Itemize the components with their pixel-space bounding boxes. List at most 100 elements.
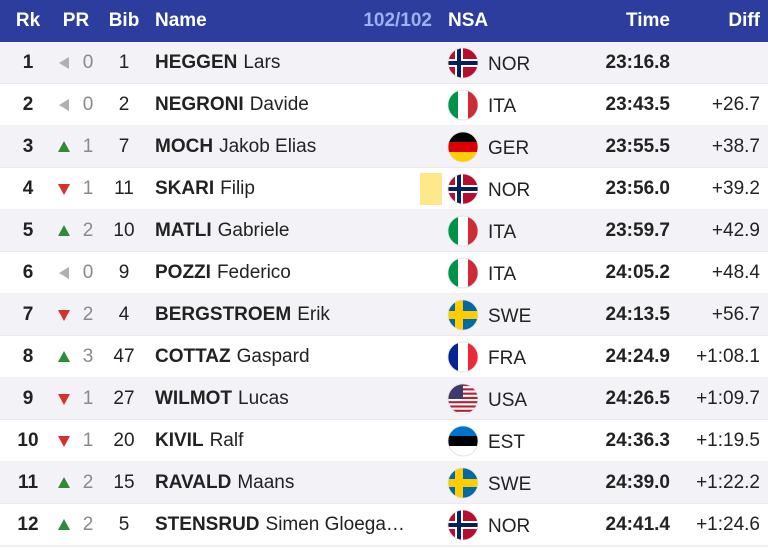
flag-ring [447,509,479,541]
flag [448,90,478,120]
flag-band [448,142,478,153]
header-nsa: NSA [448,10,488,31]
flag-stripe [448,409,478,413]
row-bg [0,420,768,462]
last-name: MATLI [155,220,212,241]
pr-change: 2 [83,472,94,493]
pr-change: 2 [83,220,94,241]
last-name: BERGSTROEM [155,304,291,325]
flag-ring [447,257,479,289]
flag-ring [447,131,479,163]
header-time: Time [626,10,670,31]
flag [448,426,478,456]
time: 23:55.5 [606,136,671,157]
flag-band [448,152,478,162]
first-name: Davide [250,94,309,115]
last-name: KIVIL [155,430,204,451]
flag-band [458,90,469,120]
flag-ring [447,173,479,205]
rank: 2 [23,94,34,115]
row-bg [0,210,768,252]
bib: 47 [113,346,134,367]
time: 24:24.9 [606,346,670,367]
athlete-name: WILMOT Lucas [155,388,289,409]
pr-change: 2 [83,304,94,325]
time: 24:13.5 [606,304,671,325]
header-name: Name [155,10,207,31]
last-name: NEGRONI [155,94,244,115]
last-name: HEGGEN [155,52,237,73]
row-bg [0,126,768,168]
flag-band [448,90,459,120]
pr-arrow [58,436,70,447]
time: 24:36.3 [606,430,670,451]
flag-band [448,446,478,456]
pr-change: 1 [83,136,94,157]
flag-stripe [448,401,478,404]
pr-change: 1 [83,430,94,451]
nsa: NOR [488,180,530,201]
bib: 9 [119,262,130,283]
bib: 20 [113,430,134,451]
pr-change: 0 [83,262,94,283]
first-name: Gaspard [237,346,310,367]
athlete-name: NEGRONI Davide [155,94,309,115]
rank: 1 [23,52,34,73]
time: 24:26.5 [606,388,671,409]
diff: +38.7 [712,136,760,157]
row-bg [0,252,768,294]
header-rank: Rk [16,10,41,31]
flag-ring [447,425,479,457]
athlete-name: HEGGEN Lars [155,52,280,73]
rank: 9 [23,388,34,409]
time: 23:16.8 [606,52,670,73]
first-name: Lars [243,52,280,73]
diff: +26.7 [712,94,760,115]
athlete-name: RAVALD Maans [155,472,294,493]
row-bg [0,294,768,336]
flag [448,342,478,372]
pr-arrow [58,310,70,321]
flag-cross [448,481,478,485]
last-name: STENSRUD [155,514,260,535]
flag [448,510,478,540]
rank: 4 [23,178,34,199]
flag-band [448,216,459,246]
diff: +1:22.2 [696,472,760,493]
flag-band [448,132,478,143]
time: 23:59.7 [606,220,670,241]
pr-arrow [59,267,69,279]
row-bg [0,378,768,420]
flag [448,132,478,162]
flag-ring [447,341,479,373]
flag-ring [447,467,479,499]
nsa: ITA [488,96,516,117]
bib: 15 [113,472,134,493]
diff: +1:08.1 [696,346,760,367]
flag-stripe [448,407,478,411]
time: 23:43.5 [606,94,671,115]
diff: +1:09.7 [696,388,760,409]
flag-cross [448,313,478,317]
row-bg [0,42,768,84]
first-name: Filip [220,178,255,199]
last-name: POZZI [155,262,211,283]
row-bg [0,504,768,546]
flag [448,468,478,498]
nsa: NOR [488,54,530,75]
pr-arrow [58,394,70,405]
flag [448,258,478,288]
nsa: ITA [488,264,516,285]
flag-band [448,426,478,437]
rank: 8 [23,346,34,367]
flag-stripe [448,403,478,406]
header-pr: PR [63,10,90,31]
flag-band [468,90,478,120]
diff: +42.9 [712,220,760,241]
athlete-name: STENSRUD Simen Gloega… [155,514,405,535]
header-count: 102/102 [363,10,432,31]
row-bg [0,336,768,378]
pr-arrow [58,225,70,236]
bib: 11 [114,178,134,199]
flag-band [468,216,478,246]
